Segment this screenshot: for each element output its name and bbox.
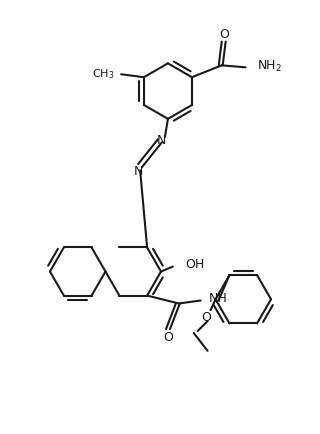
Text: OH: OH bbox=[185, 258, 204, 271]
Text: NH$_2$: NH$_2$ bbox=[257, 59, 282, 74]
Text: N: N bbox=[133, 165, 143, 178]
Text: O: O bbox=[219, 28, 228, 41]
Text: CH$_3$: CH$_3$ bbox=[92, 67, 114, 81]
Text: O: O bbox=[202, 311, 212, 324]
Text: O: O bbox=[163, 331, 173, 344]
Text: N: N bbox=[156, 134, 166, 147]
Text: NH: NH bbox=[209, 292, 227, 305]
